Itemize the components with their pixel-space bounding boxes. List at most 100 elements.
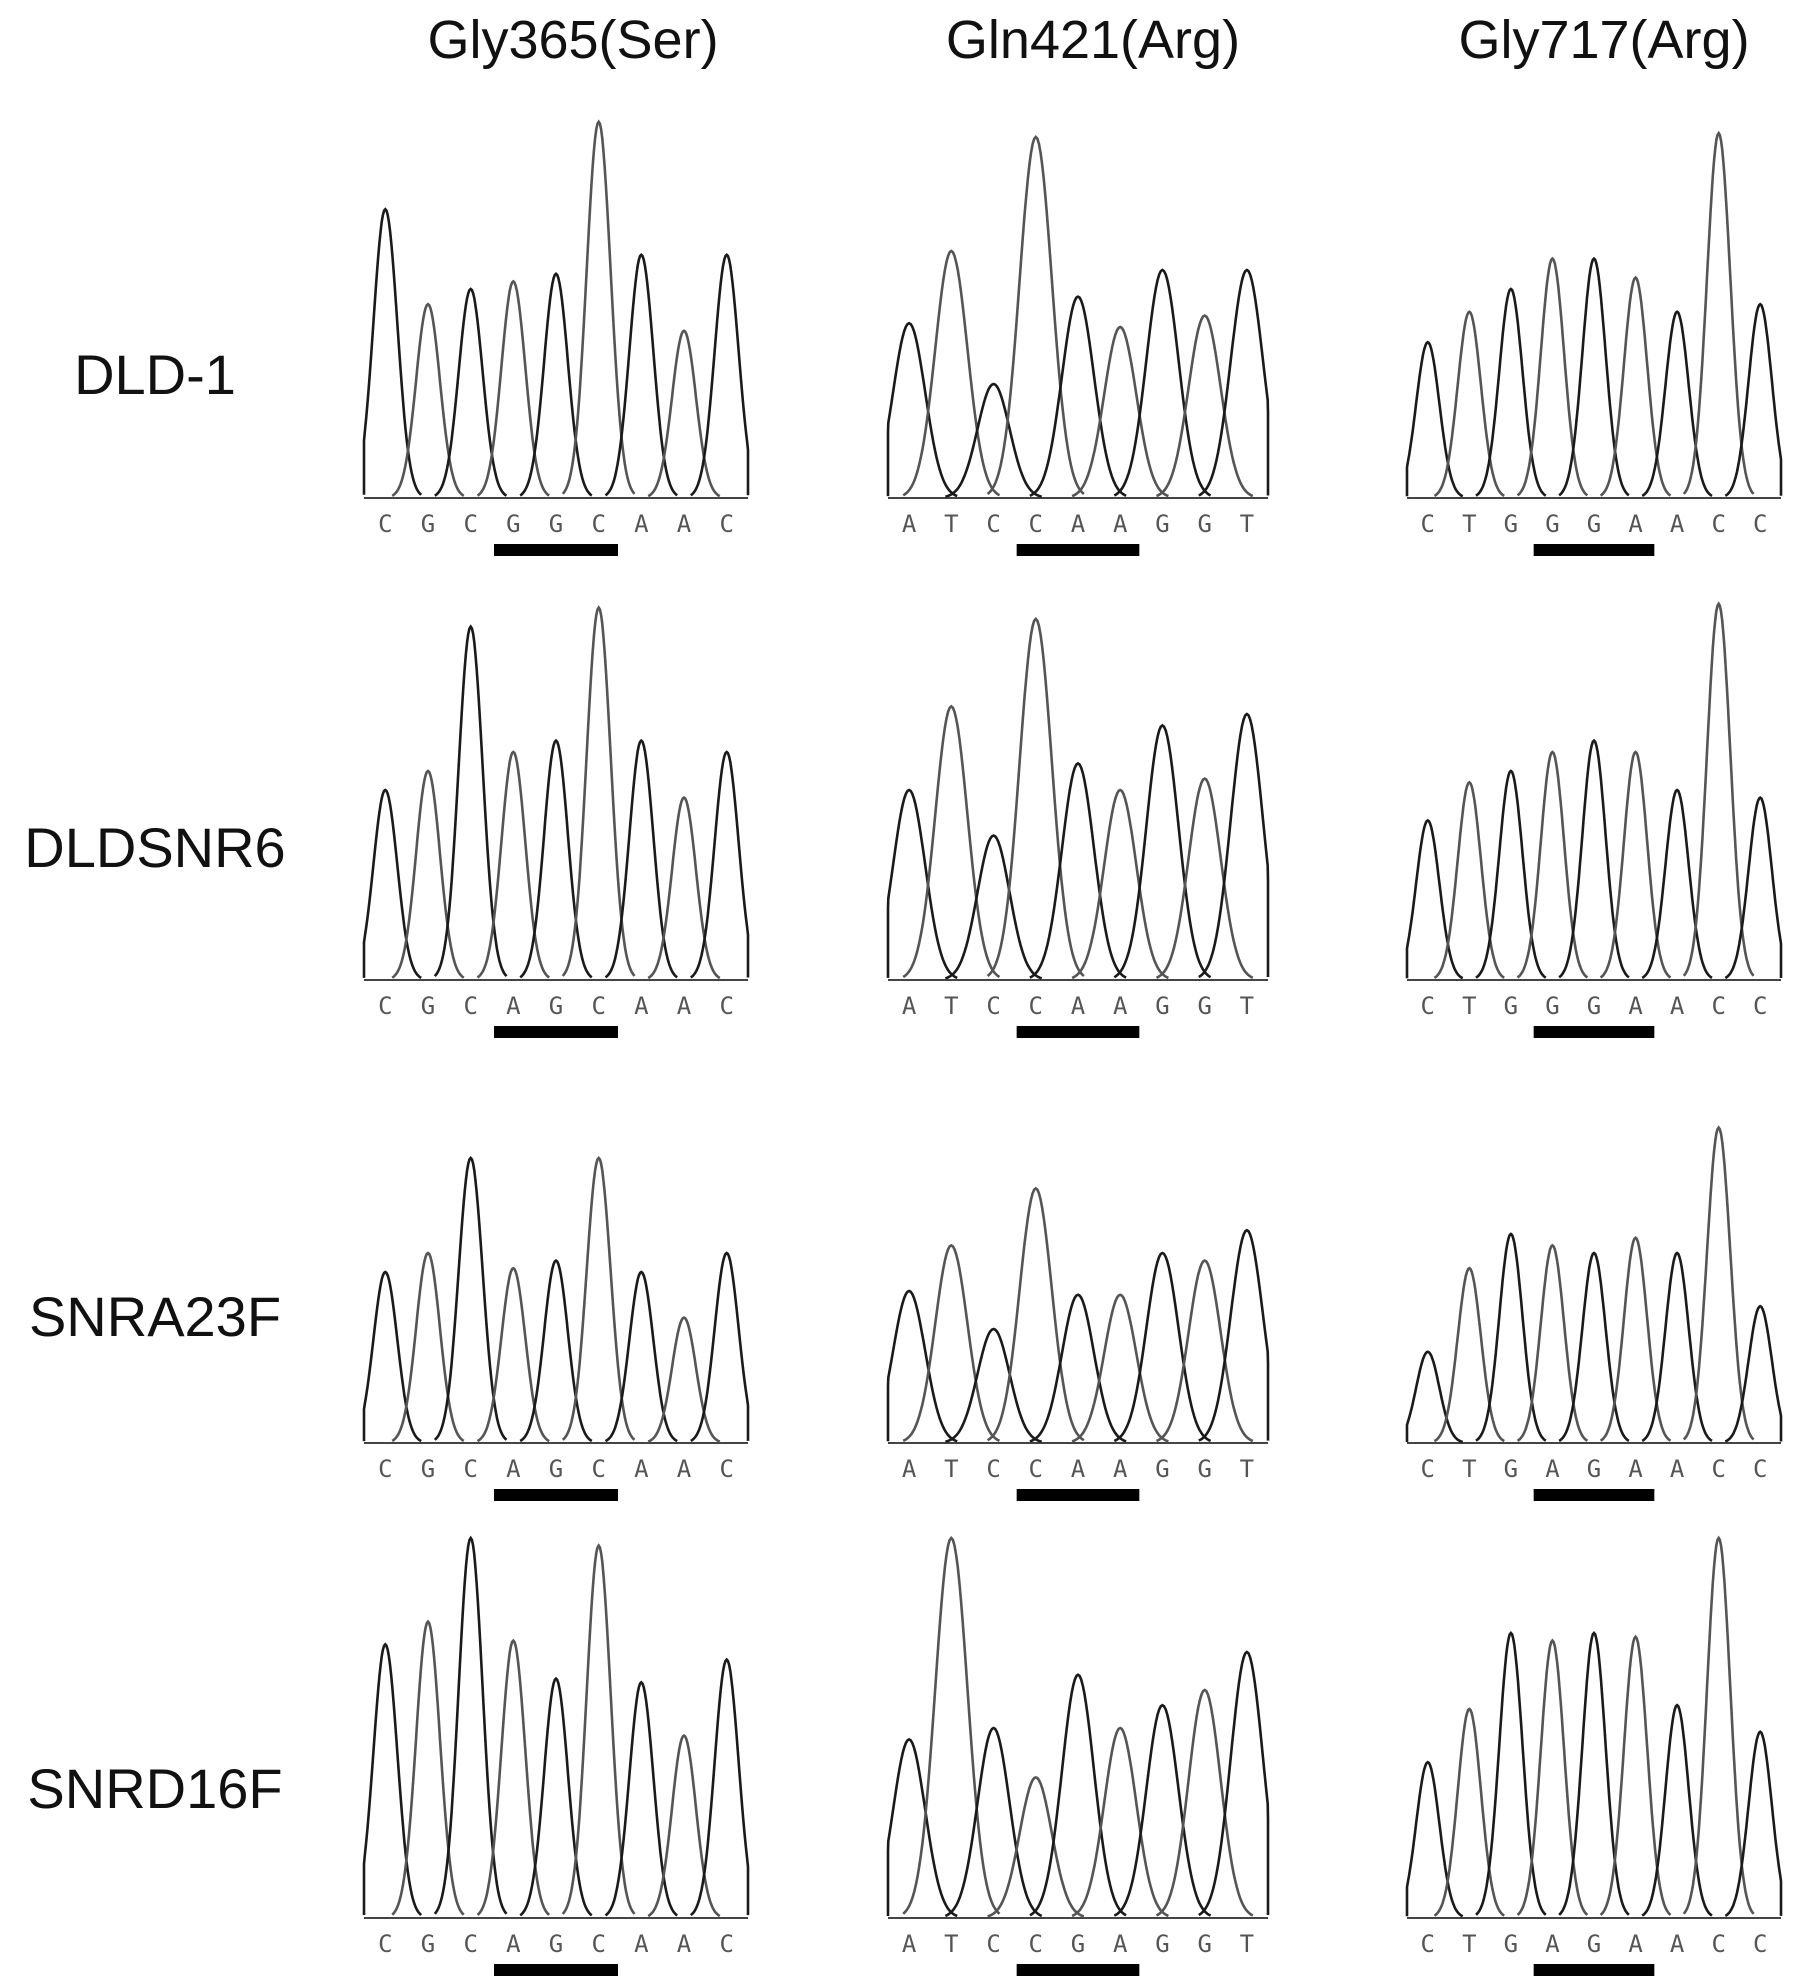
base-letter: T [1240, 992, 1254, 1020]
peak [1113, 723, 1212, 979]
base-letter: C [463, 1455, 477, 1483]
base-letter: C [1421, 1930, 1435, 1958]
base-letter: A [902, 1930, 917, 1958]
base-letter: C [719, 510, 733, 538]
base-letter: A [902, 1455, 917, 1483]
base-letter: C [378, 992, 392, 1020]
peak [1558, 738, 1630, 979]
peak [1516, 750, 1589, 979]
base-letter: C [719, 992, 733, 1020]
base-letter: A [506, 992, 521, 1020]
peak [944, 834, 1043, 980]
peak [1558, 1631, 1630, 1916]
peak [433, 1535, 508, 1915]
base-letter: A [1545, 1930, 1560, 1958]
base-letter: C [986, 1455, 1000, 1483]
base-letter: G [1197, 992, 1211, 1020]
peak [1198, 712, 1270, 979]
peak [1155, 777, 1254, 979]
peak [1599, 1236, 1672, 1442]
base-letter: C [1029, 1455, 1043, 1483]
base-letter: A [677, 1930, 692, 1958]
base-letter: T [1240, 1455, 1254, 1483]
peak [1724, 1304, 1783, 1443]
peak [886, 788, 958, 980]
peak [1155, 1688, 1254, 1917]
codon-underline [1016, 544, 1140, 556]
base-letter: C [591, 510, 605, 538]
peak [561, 119, 636, 495]
row-label: DLD-1 [74, 343, 236, 406]
codon-underline [494, 544, 618, 556]
peak [561, 1156, 636, 1441]
base-letter: C [463, 1930, 477, 1958]
peak [362, 207, 423, 496]
base-letter: T [1462, 1455, 1476, 1483]
base-letter: A [1628, 1455, 1643, 1483]
peak [986, 135, 1085, 495]
peak [476, 1638, 551, 1916]
peak [986, 617, 1085, 977]
peak [476, 279, 550, 497]
base-letter: C [1711, 510, 1725, 538]
base-letter: A [1628, 992, 1643, 1020]
peak [647, 1316, 721, 1443]
peak [886, 1289, 958, 1443]
peak [1724, 302, 1783, 497]
peak [690, 252, 750, 497]
peak [1029, 295, 1127, 497]
peak [902, 1535, 1001, 1915]
base-letter: A [1670, 510, 1685, 538]
peak [690, 750, 750, 979]
peak [1516, 256, 1589, 497]
peak [945, 382, 1043, 498]
peak [690, 1251, 750, 1443]
peak [1071, 1726, 1169, 1918]
peak [1724, 1730, 1783, 1918]
base-letter: C [378, 510, 392, 538]
peak [1029, 1293, 1127, 1443]
base-letter: G [421, 992, 435, 1020]
base-letter: A [1628, 1930, 1643, 1958]
base-letter: C [378, 1930, 392, 1958]
base-letter: A [1113, 510, 1128, 538]
base-letter: T [1240, 510, 1254, 538]
base-letter: A [902, 510, 917, 538]
peak [1405, 1760, 1464, 1918]
base-letter: G [1545, 510, 1559, 538]
base-letter: T [1462, 1930, 1476, 1958]
base-letter: A [1071, 992, 1086, 1020]
peak [1516, 1638, 1589, 1916]
codon-underline [1533, 544, 1655, 556]
base-letter: G [506, 510, 520, 538]
base-letter: G [549, 1930, 563, 1958]
base-letter: C [1029, 992, 1043, 1020]
peak [945, 1327, 1043, 1443]
codon-underline [1016, 1026, 1140, 1038]
base-letter: G [1587, 992, 1601, 1020]
codon-underline [1016, 1964, 1140, 1976]
base-letter: C [591, 1930, 605, 1958]
base-letter: G [1197, 1930, 1211, 1958]
base-letter: G [1155, 510, 1169, 538]
base-letter: C [1421, 992, 1435, 1020]
base-letter: A [677, 510, 692, 538]
peak [647, 795, 721, 980]
base-letter: G [549, 510, 563, 538]
peak [476, 1266, 550, 1443]
codon-underline [1533, 1489, 1655, 1501]
base-letter: A [506, 1930, 521, 1958]
peak [561, 605, 636, 977]
base-letter: C [986, 510, 1000, 538]
peak [604, 738, 678, 979]
peak [519, 1676, 593, 1917]
peak [1405, 818, 1464, 980]
base-letter: T [944, 510, 958, 538]
base-letter: G [1197, 510, 1211, 538]
base-letter: A [1071, 1455, 1086, 1483]
peak [986, 1186, 1085, 1442]
peak [476, 750, 550, 979]
peak [561, 1543, 636, 1915]
peak [604, 1680, 678, 1917]
peak [944, 1726, 1043, 1918]
